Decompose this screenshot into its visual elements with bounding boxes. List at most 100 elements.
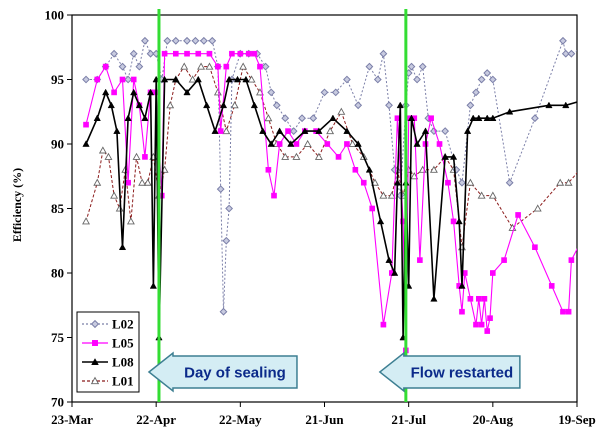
point-l05 bbox=[548, 283, 555, 289]
point-l02 bbox=[373, 75, 382, 84]
point-l05 bbox=[490, 270, 496, 276]
point-l02 bbox=[593, 38, 599, 44]
point-l02 bbox=[418, 62, 427, 71]
point-l01 bbox=[264, 114, 273, 122]
point-l02 bbox=[379, 49, 388, 58]
point-l01 bbox=[126, 217, 135, 225]
legend-item-l05: L05 bbox=[82, 336, 134, 351]
point-l01 bbox=[281, 152, 290, 160]
point-l01 bbox=[180, 62, 189, 70]
point-l05 bbox=[369, 205, 376, 212]
point-l08 bbox=[413, 140, 421, 147]
callout-1: Day of sealing bbox=[147, 351, 298, 393]
legend-marker bbox=[90, 319, 100, 329]
point-l02 bbox=[385, 101, 393, 110]
legend-item-l01: L01 bbox=[82, 374, 134, 389]
point-l08 bbox=[113, 127, 121, 134]
event-lines bbox=[157, 9, 408, 402]
point-l02 bbox=[354, 101, 363, 110]
point-l02 bbox=[129, 49, 138, 58]
point-l05 bbox=[473, 321, 479, 328]
point-l01 bbox=[337, 107, 346, 115]
point-l05 bbox=[417, 257, 423, 263]
point-l08 bbox=[407, 114, 416, 122]
point-l02 bbox=[281, 114, 290, 123]
point-l01 bbox=[230, 101, 239, 109]
point-l02 bbox=[466, 101, 475, 110]
point-l02 bbox=[225, 204, 234, 213]
point-l01 bbox=[104, 152, 113, 160]
y-tick-label: 95 bbox=[51, 72, 65, 87]
point-l08 bbox=[102, 88, 110, 96]
point-l08 bbox=[458, 282, 466, 289]
point-l08 bbox=[329, 114, 337, 122]
point-l02 bbox=[331, 88, 340, 97]
point-l08 bbox=[463, 127, 472, 134]
point-l02 bbox=[135, 62, 144, 71]
legend-marker bbox=[92, 340, 98, 346]
point-l02 bbox=[171, 36, 180, 45]
point-l02 bbox=[216, 185, 225, 194]
y-axis-title: Efficiency (%) bbox=[10, 168, 24, 242]
point-l05 bbox=[172, 50, 179, 57]
point-l05 bbox=[428, 115, 434, 122]
point-l05 bbox=[119, 76, 126, 83]
point-l05 bbox=[195, 50, 202, 57]
point-l02 bbox=[559, 36, 567, 45]
point-l08 bbox=[385, 256, 393, 263]
point-l01 bbox=[132, 152, 141, 160]
point-l08 bbox=[82, 140, 90, 147]
point-l08 bbox=[562, 101, 570, 109]
point-l08 bbox=[219, 101, 228, 109]
point-l02 bbox=[118, 62, 127, 71]
point-l02 bbox=[298, 114, 306, 123]
y-tick-label: 70 bbox=[51, 395, 64, 410]
point-l05 bbox=[586, 225, 591, 230]
legend-label: L08 bbox=[112, 355, 134, 370]
y-tick-label: 80 bbox=[51, 266, 64, 281]
point-l02 bbox=[272, 101, 281, 110]
callout-arrow-shape bbox=[378, 351, 521, 393]
point-l02 bbox=[505, 178, 514, 187]
point-l01 bbox=[379, 191, 388, 199]
point-l01 bbox=[556, 178, 565, 186]
point-l02 bbox=[289, 127, 298, 136]
point-l01 bbox=[348, 139, 357, 148]
point-l01 bbox=[247, 75, 256, 83]
point-l05 bbox=[223, 63, 230, 70]
point-l01 bbox=[222, 126, 231, 135]
point-l01 bbox=[466, 178, 475, 186]
point-l05 bbox=[161, 50, 168, 57]
point-l01 bbox=[564, 178, 573, 186]
point-l01 bbox=[205, 62, 214, 70]
point-l05 bbox=[142, 154, 148, 160]
point-l05 bbox=[560, 308, 566, 315]
point-l01 bbox=[371, 178, 379, 186]
point-l05 bbox=[102, 63, 109, 70]
point-l02 bbox=[483, 69, 492, 77]
point-l08 bbox=[118, 243, 127, 251]
point-l08 bbox=[393, 178, 402, 186]
point-l05 bbox=[450, 218, 457, 225]
point-l05 bbox=[293, 141, 300, 147]
point-l02 bbox=[407, 62, 416, 71]
point-l01 bbox=[98, 146, 107, 154]
x-tick-label: 22-May bbox=[219, 412, 262, 427]
point-l01 bbox=[239, 62, 248, 70]
point-l05 bbox=[484, 328, 491, 334]
point-l08 bbox=[225, 75, 233, 83]
point-l08 bbox=[421, 127, 430, 134]
y-tick-label: 85 bbox=[51, 201, 65, 216]
point-l05 bbox=[184, 50, 190, 57]
point-l08 bbox=[211, 127, 219, 134]
point-l05 bbox=[251, 50, 258, 57]
point-l01 bbox=[110, 191, 119, 199]
point-l05 bbox=[459, 308, 465, 315]
point-l05 bbox=[475, 295, 482, 302]
point-l05 bbox=[344, 141, 350, 147]
point-l01 bbox=[593, 147, 599, 153]
point-l05 bbox=[352, 166, 359, 173]
point-l01 bbox=[93, 178, 102, 186]
point-l08 bbox=[141, 114, 149, 122]
point-l02 bbox=[413, 75, 421, 84]
